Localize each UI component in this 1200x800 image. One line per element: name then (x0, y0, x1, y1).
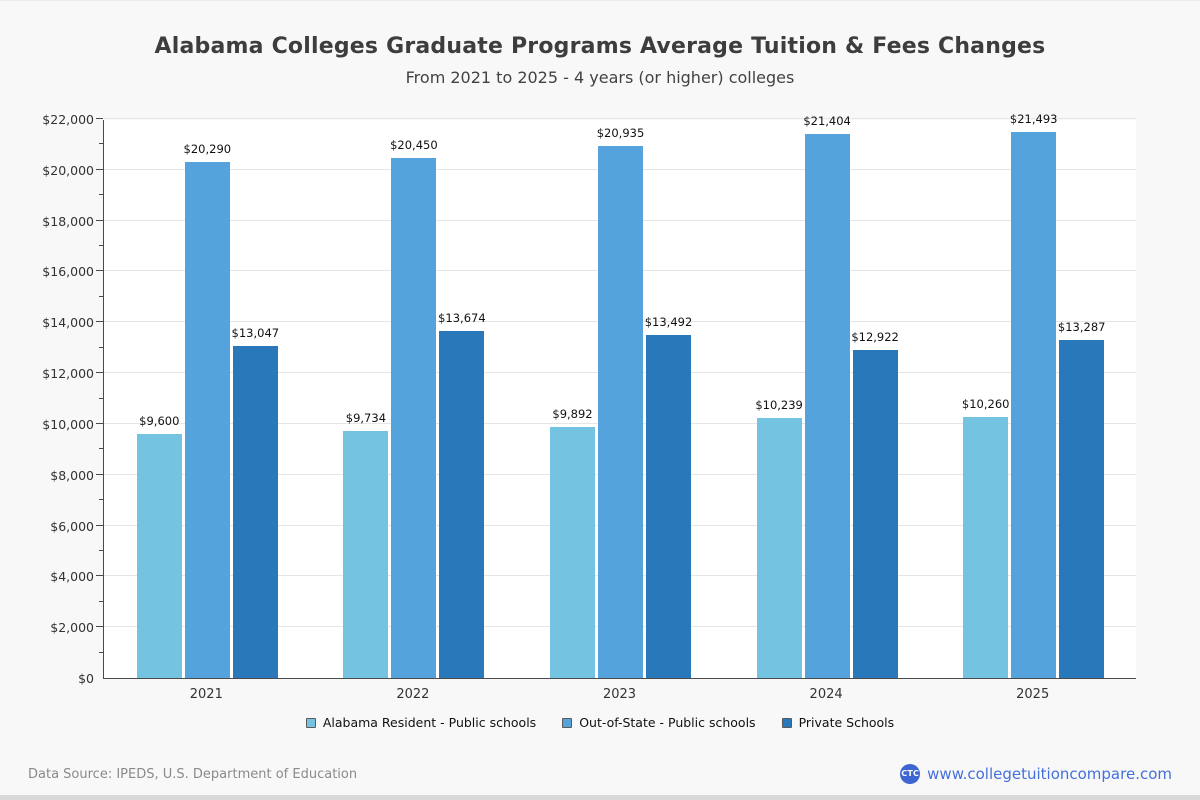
y-tick-label: $6,000 (50, 518, 94, 534)
bar-2021-series3 (232, 346, 278, 678)
y-tick-label: $4,000 (50, 569, 94, 585)
x-tick-label: 2023 (602, 687, 637, 702)
bar-value-label: $9,600 (139, 414, 180, 428)
bar-2024-series1 (756, 418, 802, 678)
bar-value-label: $13,047 (231, 326, 280, 340)
y-minor-tick (99, 499, 103, 501)
y-tick-label: $0 (78, 671, 94, 686)
chart-subtitle: From 2021 to 2025 - 4 years (or higher) … (405, 68, 795, 87)
legend-marker-icon (305, 717, 316, 728)
bar-value-label: $9,892 (552, 407, 593, 421)
bar-2022-series1 (343, 431, 389, 678)
bar-value-label: $9,734 (345, 411, 387, 425)
bar-2024-series2 (804, 134, 850, 678)
chart-title: Alabama Colleges Graduate Programs Avera… (154, 34, 1046, 59)
bar-value-label: $12,922 (851, 330, 899, 344)
bar-2024-series3 (852, 350, 898, 678)
y-minor-tick (99, 245, 103, 247)
y-major-tick (96, 321, 103, 323)
x-tick-label: 2025 (1016, 687, 1050, 702)
y-minor-tick (99, 346, 103, 348)
bar-2025-series1 (963, 417, 1009, 678)
y-major-tick (96, 270, 103, 272)
y-tick-label: $18,000 (42, 213, 94, 229)
bar-2022-series3 (439, 331, 485, 678)
x-tick-label: 2022 (396, 687, 430, 702)
bar-value-label: $13,674 (438, 311, 486, 325)
legend-item: Out-of-State - Public schools (562, 715, 756, 730)
bar-value-label: $20,290 (183, 142, 232, 156)
bar-2021-series2 (184, 162, 230, 678)
y-tick-label: $16,000 (42, 264, 94, 280)
y-minor-tick (99, 651, 103, 653)
footer: Data Source: IPEDS, U.S. Department of E… (28, 759, 1172, 789)
y-major-tick (96, 168, 103, 170)
website-url: www.collegetuitioncompare.com (927, 765, 1172, 783)
bar-value-label: $20,935 (596, 126, 645, 140)
legend-label: Out-of-State - Public schools (579, 715, 756, 730)
y-minor-tick (99, 143, 103, 145)
y-minor-tick (99, 600, 103, 602)
legend-label: Private Schools (798, 715, 895, 730)
ctc-logo-icon: CTC (900, 764, 921, 784)
y-major-tick (96, 473, 103, 475)
chart-legend: Alabama Resident - Public schools Out-of-… (0, 715, 1200, 730)
y-major-tick (96, 372, 103, 374)
bar-value-label: $10,239 (755, 398, 803, 412)
y-major-tick (96, 118, 103, 119)
bar-2022-series2 (391, 158, 437, 678)
bar-value-label: $21,493 (1009, 112, 1058, 126)
bar-2023-series1 (550, 427, 595, 678)
y-tick-label: $10,000 (42, 416, 94, 432)
y-minor-tick (99, 194, 103, 196)
y-major-tick (96, 219, 103, 221)
legend-label: Alabama Resident - Public schools (322, 715, 537, 730)
bar-value-label: $20,450 (390, 138, 438, 152)
y-minor-tick (99, 397, 103, 399)
y-minor-tick (99, 549, 103, 551)
x-tick-label: 2021 (189, 687, 223, 702)
y-major-tick (96, 626, 103, 628)
bar-value-label: $21,404 (803, 114, 851, 128)
website-link[interactable]: CTC www.collegetuitioncompare.com (900, 764, 1172, 784)
legend-item: Private Schools (781, 715, 895, 730)
y-major-tick (96, 524, 103, 526)
y-tick-label: $2,000 (50, 620, 94, 636)
data-source-text: Data Source: IPEDS, U.S. Department of E… (28, 766, 358, 782)
plot-area: $9,600 $20,290 $13,047 $9,734 $20,450 $13,674… (96, 112, 1136, 679)
legend-marker-icon (562, 717, 573, 728)
bar-2025-series3 (1059, 340, 1105, 678)
y-tick-label: $20,000 (42, 162, 94, 178)
titles-block: Alabama Colleges Graduate Programs Avera… (0, 34, 1200, 87)
legend-marker-icon (781, 717, 792, 728)
y-tick-label: $8,000 (50, 467, 94, 483)
x-tick-label: 2024 (809, 687, 843, 702)
bar-2025-series2 (1011, 132, 1057, 678)
gridline (104, 118, 1136, 119)
bar-2021-series1 (136, 434, 182, 678)
bar-value-label: $13,492 (644, 315, 693, 329)
y-major-tick (96, 575, 103, 577)
bar-2023-series3 (646, 335, 691, 678)
y-major-tick (96, 422, 103, 424)
y-minor-tick (99, 295, 103, 297)
bar-value-label: $13,287 (1057, 320, 1106, 334)
legend-item: Alabama Resident - Public schools (305, 715, 537, 730)
y-tick-label: $14,000 (42, 315, 94, 331)
bar-value-label: $10,260 (961, 397, 1010, 411)
bar-2023-series2 (598, 146, 643, 678)
y-tick-label: $12,000 (42, 366, 94, 382)
y-tick-label: $22,000 (42, 112, 94, 127)
y-minor-tick (99, 448, 103, 450)
